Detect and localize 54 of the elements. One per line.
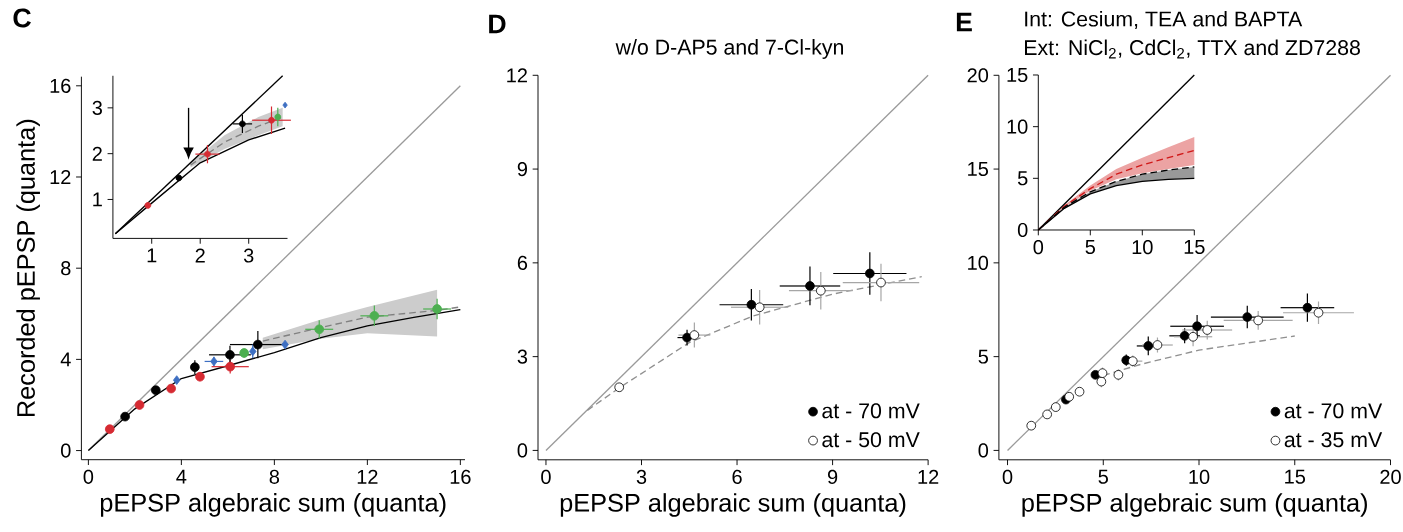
y-tick-label: 12 <box>507 68 527 83</box>
x-tick-label: 3 <box>636 469 647 484</box>
y-tick-label: 2 <box>92 146 102 161</box>
y-tick-label: 16 <box>50 78 71 93</box>
x-tick-label: 12 <box>918 469 939 484</box>
x-tick-label: 10 <box>1132 240 1153 255</box>
chart-title: E <box>956 12 972 32</box>
x-tick-label: 6 <box>732 469 742 484</box>
chart-title: C <box>13 8 31 28</box>
y-tick-label: 0 <box>517 443 528 458</box>
x-tick-label: 15 <box>1285 469 1306 484</box>
y-tick-label: 0 <box>61 443 71 458</box>
x-tick-label: 12 <box>357 469 378 484</box>
x-tick-label: 20 <box>1380 469 1401 484</box>
x-tick-label: 8 <box>269 469 280 484</box>
x-tick-label: 5 <box>1085 240 1096 254</box>
chart-subtitle: Int: Cesium, TEA and BAPTA <box>1025 10 1303 30</box>
y-tick-label: 8 <box>61 261 71 276</box>
y-tick-label: 4 <box>60 352 71 367</box>
y-axis-title: Recorded pEPSP (quanta) <box>16 119 40 417</box>
x-tick-label: 9 <box>827 469 838 484</box>
y-tick-label: 5 <box>978 349 989 364</box>
text: Ext: NiCl$_{2}$, CdCl$_{2}$, TTX and ZD7288 <box>1025 39 1360 59</box>
y-tick-label: 5 <box>1017 171 1028 186</box>
legend-label: at - 70 mV <box>822 403 920 419</box>
x-tick-label: 16 <box>450 469 471 484</box>
legend-label: at - 70 mV <box>1284 403 1383 419</box>
y-tick-label: 12 <box>50 170 71 184</box>
y-tick-label: 9 <box>517 161 527 177</box>
x-tick-label: 3 <box>243 248 254 263</box>
y-tick-label: 0 <box>1017 222 1028 238</box>
x-tick-label: 0 <box>1033 240 1044 255</box>
x-tick-label: 1 <box>147 248 157 263</box>
y-tick-label: 3 <box>92 100 102 115</box>
y-tick-label: 15 <box>1007 68 1028 82</box>
x-tick-label: 15 <box>1184 240 1205 254</box>
legend-label: at - 35 mV <box>1284 432 1383 448</box>
legend-label: at - 50 mV <box>822 432 920 448</box>
chart-subtitle: w/o D-AP5 and 7-Cl-kyn <box>615 39 843 59</box>
x-tick-label: 0 <box>541 469 551 484</box>
x-axis-title: pEPSP algebraic sum (quanta) <box>100 493 446 517</box>
x-tick-label: 10 <box>1189 469 1210 484</box>
chart-title: D <box>489 14 506 34</box>
x-tick-label: 5 <box>1098 469 1108 484</box>
x-axis-title: pEPSP algebraic sum (quanta) <box>1022 493 1367 517</box>
x-axis-title: pEPSP algebraic sum (quanta) <box>560 493 906 517</box>
y-tick-label: 20 <box>967 68 989 83</box>
y-tick-label: 1 <box>93 192 102 207</box>
y-tick-label: 0 <box>978 443 989 458</box>
x-tick-label: 4 <box>176 469 187 484</box>
y-tick-label: 3 <box>517 349 528 364</box>
y-tick-label: 10 <box>1007 119 1028 134</box>
x-tick-label: 2 <box>195 248 205 263</box>
y-tick-label: 15 <box>968 162 989 177</box>
